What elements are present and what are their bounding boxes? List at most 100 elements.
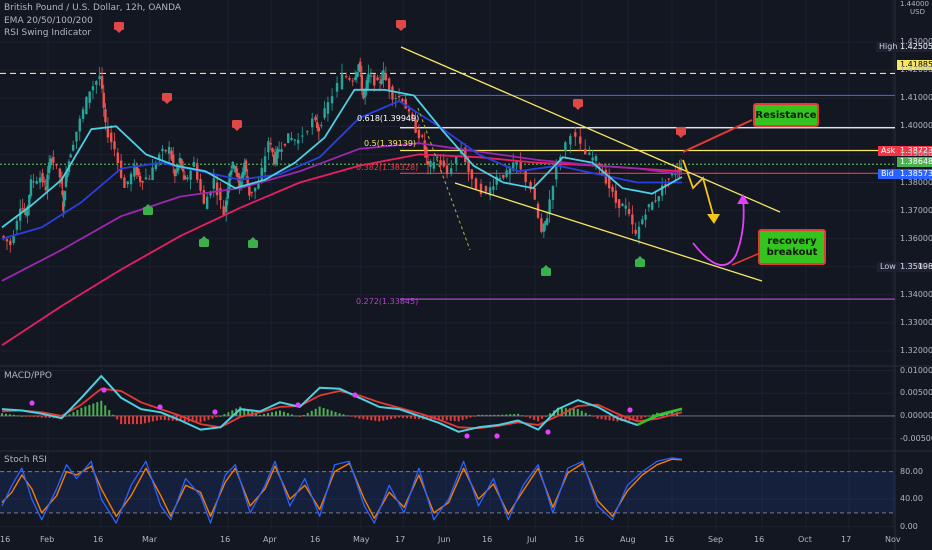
macd-bar [465, 415, 468, 419]
candle-body [467, 160, 470, 173]
candle-body [664, 184, 667, 186]
macd-bar [346, 415, 349, 417]
candle-body [542, 223, 546, 232]
candle-body [454, 156, 458, 164]
y-tick-label: 1.42000 [900, 65, 932, 75]
candle-body [394, 97, 397, 99]
macd-bar [183, 415, 186, 422]
macd-bar [155, 415, 158, 421]
candle-body [104, 109, 107, 123]
candle-body [71, 144, 75, 151]
candle-body [167, 146, 171, 154]
macd-bar [489, 414, 492, 416]
candle-body [175, 170, 178, 173]
candle-body [222, 206, 225, 215]
candle-body [183, 175, 187, 180]
projection-arrow-head [707, 214, 720, 224]
candle-body [621, 203, 624, 207]
macd-cross-dot [157, 404, 163, 410]
candle-body [495, 176, 498, 185]
macd-bar [437, 415, 440, 420]
macd-bar [108, 410, 111, 416]
candle-body [445, 165, 449, 175]
macd-bar [8, 414, 11, 416]
candle-body [202, 190, 206, 204]
macd-bar [358, 415, 361, 419]
stoch-rsi-pane-title[interactable]: Stoch RSI [4, 455, 47, 465]
recovery-breakout-annotation[interactable]: recovery breakout [758, 229, 826, 265]
candle-body [154, 163, 158, 170]
candle-body [280, 149, 283, 152]
swing-low-pointer [250, 237, 256, 240]
x-tick-label: Aug [620, 535, 636, 544]
resistance-annotation[interactable]: Resistance [753, 103, 819, 127]
macd-bar [64, 415, 67, 417]
candle-body [69, 154, 72, 158]
rsi-swing-indicator-label[interactable]: RSI Swing Indicator [4, 28, 92, 38]
candle-body [354, 77, 357, 80]
candle-body [373, 74, 376, 86]
candle-body [148, 178, 151, 180]
candle-body [627, 209, 631, 214]
swing-high-marker [573, 99, 583, 107]
candle-body [38, 177, 42, 183]
y-tick-label: 1.41000 [900, 93, 932, 103]
macd-bar [179, 415, 182, 422]
swing-high-marker [676, 127, 686, 135]
candle-body [42, 181, 46, 183]
macd-bar [608, 415, 611, 421]
candle-body [239, 181, 243, 189]
candle-body [515, 161, 518, 165]
high-name: High [876, 42, 901, 52]
x-tick-label: 16 [220, 535, 231, 544]
candle-body [272, 154, 276, 164]
macd-bar [588, 414, 591, 416]
candle-body [569, 136, 572, 145]
candle-body [401, 99, 404, 102]
macd-bar [525, 415, 528, 417]
macd-bar [294, 415, 297, 417]
candle-body [109, 132, 113, 143]
x-tick-label: 16 [574, 535, 585, 544]
candle-body [533, 188, 536, 200]
candle-body [49, 158, 53, 166]
candle-body [414, 119, 417, 133]
macd-bar [322, 407, 325, 416]
macd-pane-title[interactable]: MACD/PPO [4, 371, 52, 381]
swing-high-pointer [575, 107, 581, 110]
candle-body [102, 92, 105, 108]
macd-bar [417, 415, 420, 420]
macd-bar [481, 414, 484, 416]
candle-body [21, 208, 24, 210]
macd-bar [652, 414, 655, 416]
candle-body [75, 131, 78, 142]
candle-body [181, 168, 185, 172]
candle-body [548, 199, 551, 215]
x-tick-label: Mar [142, 535, 158, 544]
swing-low-pointer [543, 265, 549, 268]
macd-bar [298, 415, 301, 418]
candle-body [360, 74, 364, 91]
macd-bar [529, 415, 532, 419]
candle-body [35, 181, 38, 184]
macd-bar [501, 414, 504, 416]
candle-body [215, 182, 219, 196]
candle-body [260, 167, 263, 182]
candle-body [367, 73, 370, 83]
candle-body [178, 157, 182, 163]
macd-bar [255, 413, 258, 416]
x-tick-label: Nov [885, 535, 901, 544]
candle-body [631, 214, 634, 225]
bid-price-label: 1.38573 [897, 169, 932, 179]
macd-bar [136, 415, 139, 425]
macd-bar [92, 403, 95, 416]
candle-body [529, 182, 532, 190]
candle-body [637, 226, 641, 239]
x-tick-label: 16 [664, 535, 675, 544]
ema-indicator-label[interactable]: EMA 20/50/100/200 [4, 16, 93, 26]
candle-body [100, 76, 104, 89]
candle-body [172, 154, 175, 167]
macd-bar [406, 415, 409, 419]
candle-body [219, 187, 222, 201]
